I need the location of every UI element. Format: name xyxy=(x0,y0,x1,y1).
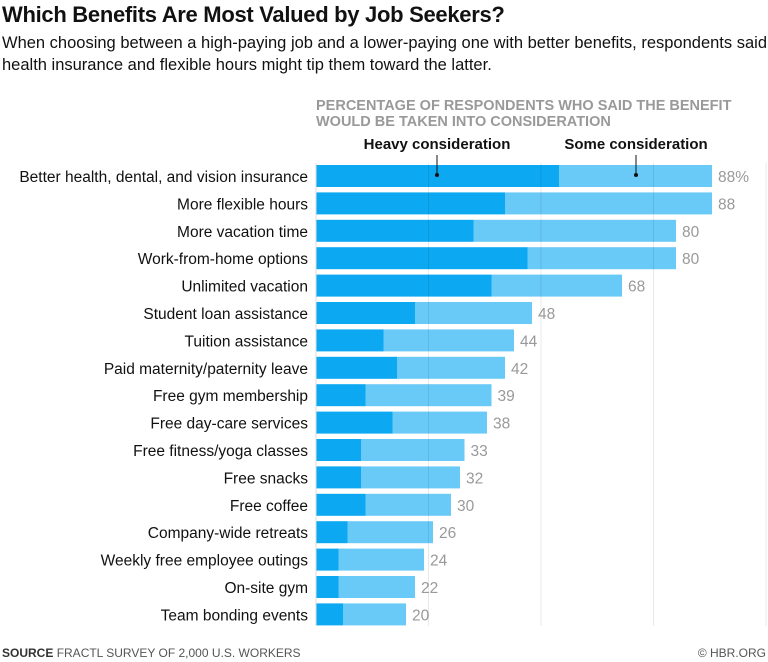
total-label: 80 xyxy=(682,251,700,268)
category-label: More flexible hours xyxy=(177,196,308,213)
total-label: 20 xyxy=(412,607,430,624)
bar-some xyxy=(383,329,514,352)
bar-heavy xyxy=(316,603,343,626)
legend-heavy: Heavy consideration xyxy=(364,136,511,153)
category-label: More vacation time xyxy=(177,224,308,241)
category-label: Free gym membership xyxy=(153,388,308,405)
total-label: 26 xyxy=(439,525,456,542)
total-label: 30 xyxy=(457,498,475,515)
bar-some xyxy=(415,302,532,324)
category-label: Free fitness/yoga classes xyxy=(133,443,308,460)
bar-heavy xyxy=(316,576,339,598)
total-label: 42 xyxy=(511,361,528,378)
bar-heavy xyxy=(316,274,492,297)
bar-heavy xyxy=(316,192,505,215)
category-label: Paid maternity/paternity leave xyxy=(104,361,308,378)
bar-heavy xyxy=(316,329,384,352)
chart-heading-line: PERCENTAGE OF RESPONDENTS WHO SAID THE B… xyxy=(316,98,732,114)
total-label: 22 xyxy=(421,580,438,597)
total-label: 80 xyxy=(682,224,700,241)
bar-some xyxy=(338,548,424,571)
bar-some xyxy=(338,576,415,598)
category-label: Free snacks xyxy=(224,470,309,487)
category-label: Better health, dental, and vision insura… xyxy=(19,169,308,186)
category-label: Free day-care services xyxy=(150,416,308,433)
source-label: SOURCE xyxy=(2,646,54,660)
bar-heavy xyxy=(316,356,397,379)
bar-some xyxy=(397,356,505,379)
bar-heavy xyxy=(316,247,528,270)
bar-some xyxy=(365,493,451,516)
source-note: SOURCE FRACTL SURVEY OF 2,000 U.S. WORKE… xyxy=(2,646,301,660)
total-label: 39 xyxy=(498,388,515,405)
bar-heavy xyxy=(316,219,474,242)
category-label: Company-wide retreats xyxy=(148,525,308,542)
bar-some xyxy=(491,274,622,297)
total-label: 24 xyxy=(430,553,448,570)
bar-heavy xyxy=(316,411,393,434)
bar-some xyxy=(505,192,712,215)
category-label: Team bonding events xyxy=(161,607,309,624)
legend-pointer-dot xyxy=(634,173,638,177)
bar-heavy xyxy=(316,384,366,407)
total-label: 38 xyxy=(493,416,510,433)
total-label: 32 xyxy=(466,470,483,487)
category-label: Unlimited vacation xyxy=(181,279,308,296)
bar-some xyxy=(365,384,492,407)
bar-heavy xyxy=(316,302,415,324)
total-label: 68 xyxy=(628,279,645,296)
credit: © HBR.ORG xyxy=(697,646,766,660)
bar-some xyxy=(392,411,487,434)
bar-heavy xyxy=(316,521,348,544)
total-label: 44 xyxy=(520,333,538,350)
chart-subtitle: When choosing between a high-paying job … xyxy=(2,34,767,74)
chart-heading-line: WOULD BE TAKEN INTO CONSIDERATION xyxy=(316,114,611,130)
bar-some xyxy=(343,603,406,626)
bar-heavy xyxy=(316,548,339,571)
total-label: 48 xyxy=(538,306,555,323)
bar-heavy xyxy=(316,439,361,461)
chart-title: Which Benefits Are Most Valued by Job Se… xyxy=(2,2,505,27)
category-label: Free coffee xyxy=(230,498,308,515)
bar-some xyxy=(361,439,465,461)
legend-some: Some consideration xyxy=(564,136,707,153)
category-label: On-site gym xyxy=(224,580,308,597)
bar-heavy xyxy=(316,466,361,489)
bar-some xyxy=(361,466,460,489)
total-label: 88% xyxy=(718,169,749,186)
total-label: 88 xyxy=(718,196,735,213)
total-label: 33 xyxy=(471,443,488,460)
legend-pointer-dot xyxy=(435,173,439,177)
bar-heavy xyxy=(316,493,366,516)
bar-some xyxy=(347,521,433,544)
category-label: Student loan assistance xyxy=(143,306,308,323)
bar-some xyxy=(473,219,676,242)
source-text: FRACTL SURVEY OF 2,000 U.S. WORKERS xyxy=(56,646,301,660)
category-label: Work-from-home options xyxy=(138,251,309,268)
category-label: Weekly free employee outings xyxy=(101,553,309,570)
bar-some xyxy=(527,247,676,270)
category-label: Tuition assistance xyxy=(185,333,309,350)
